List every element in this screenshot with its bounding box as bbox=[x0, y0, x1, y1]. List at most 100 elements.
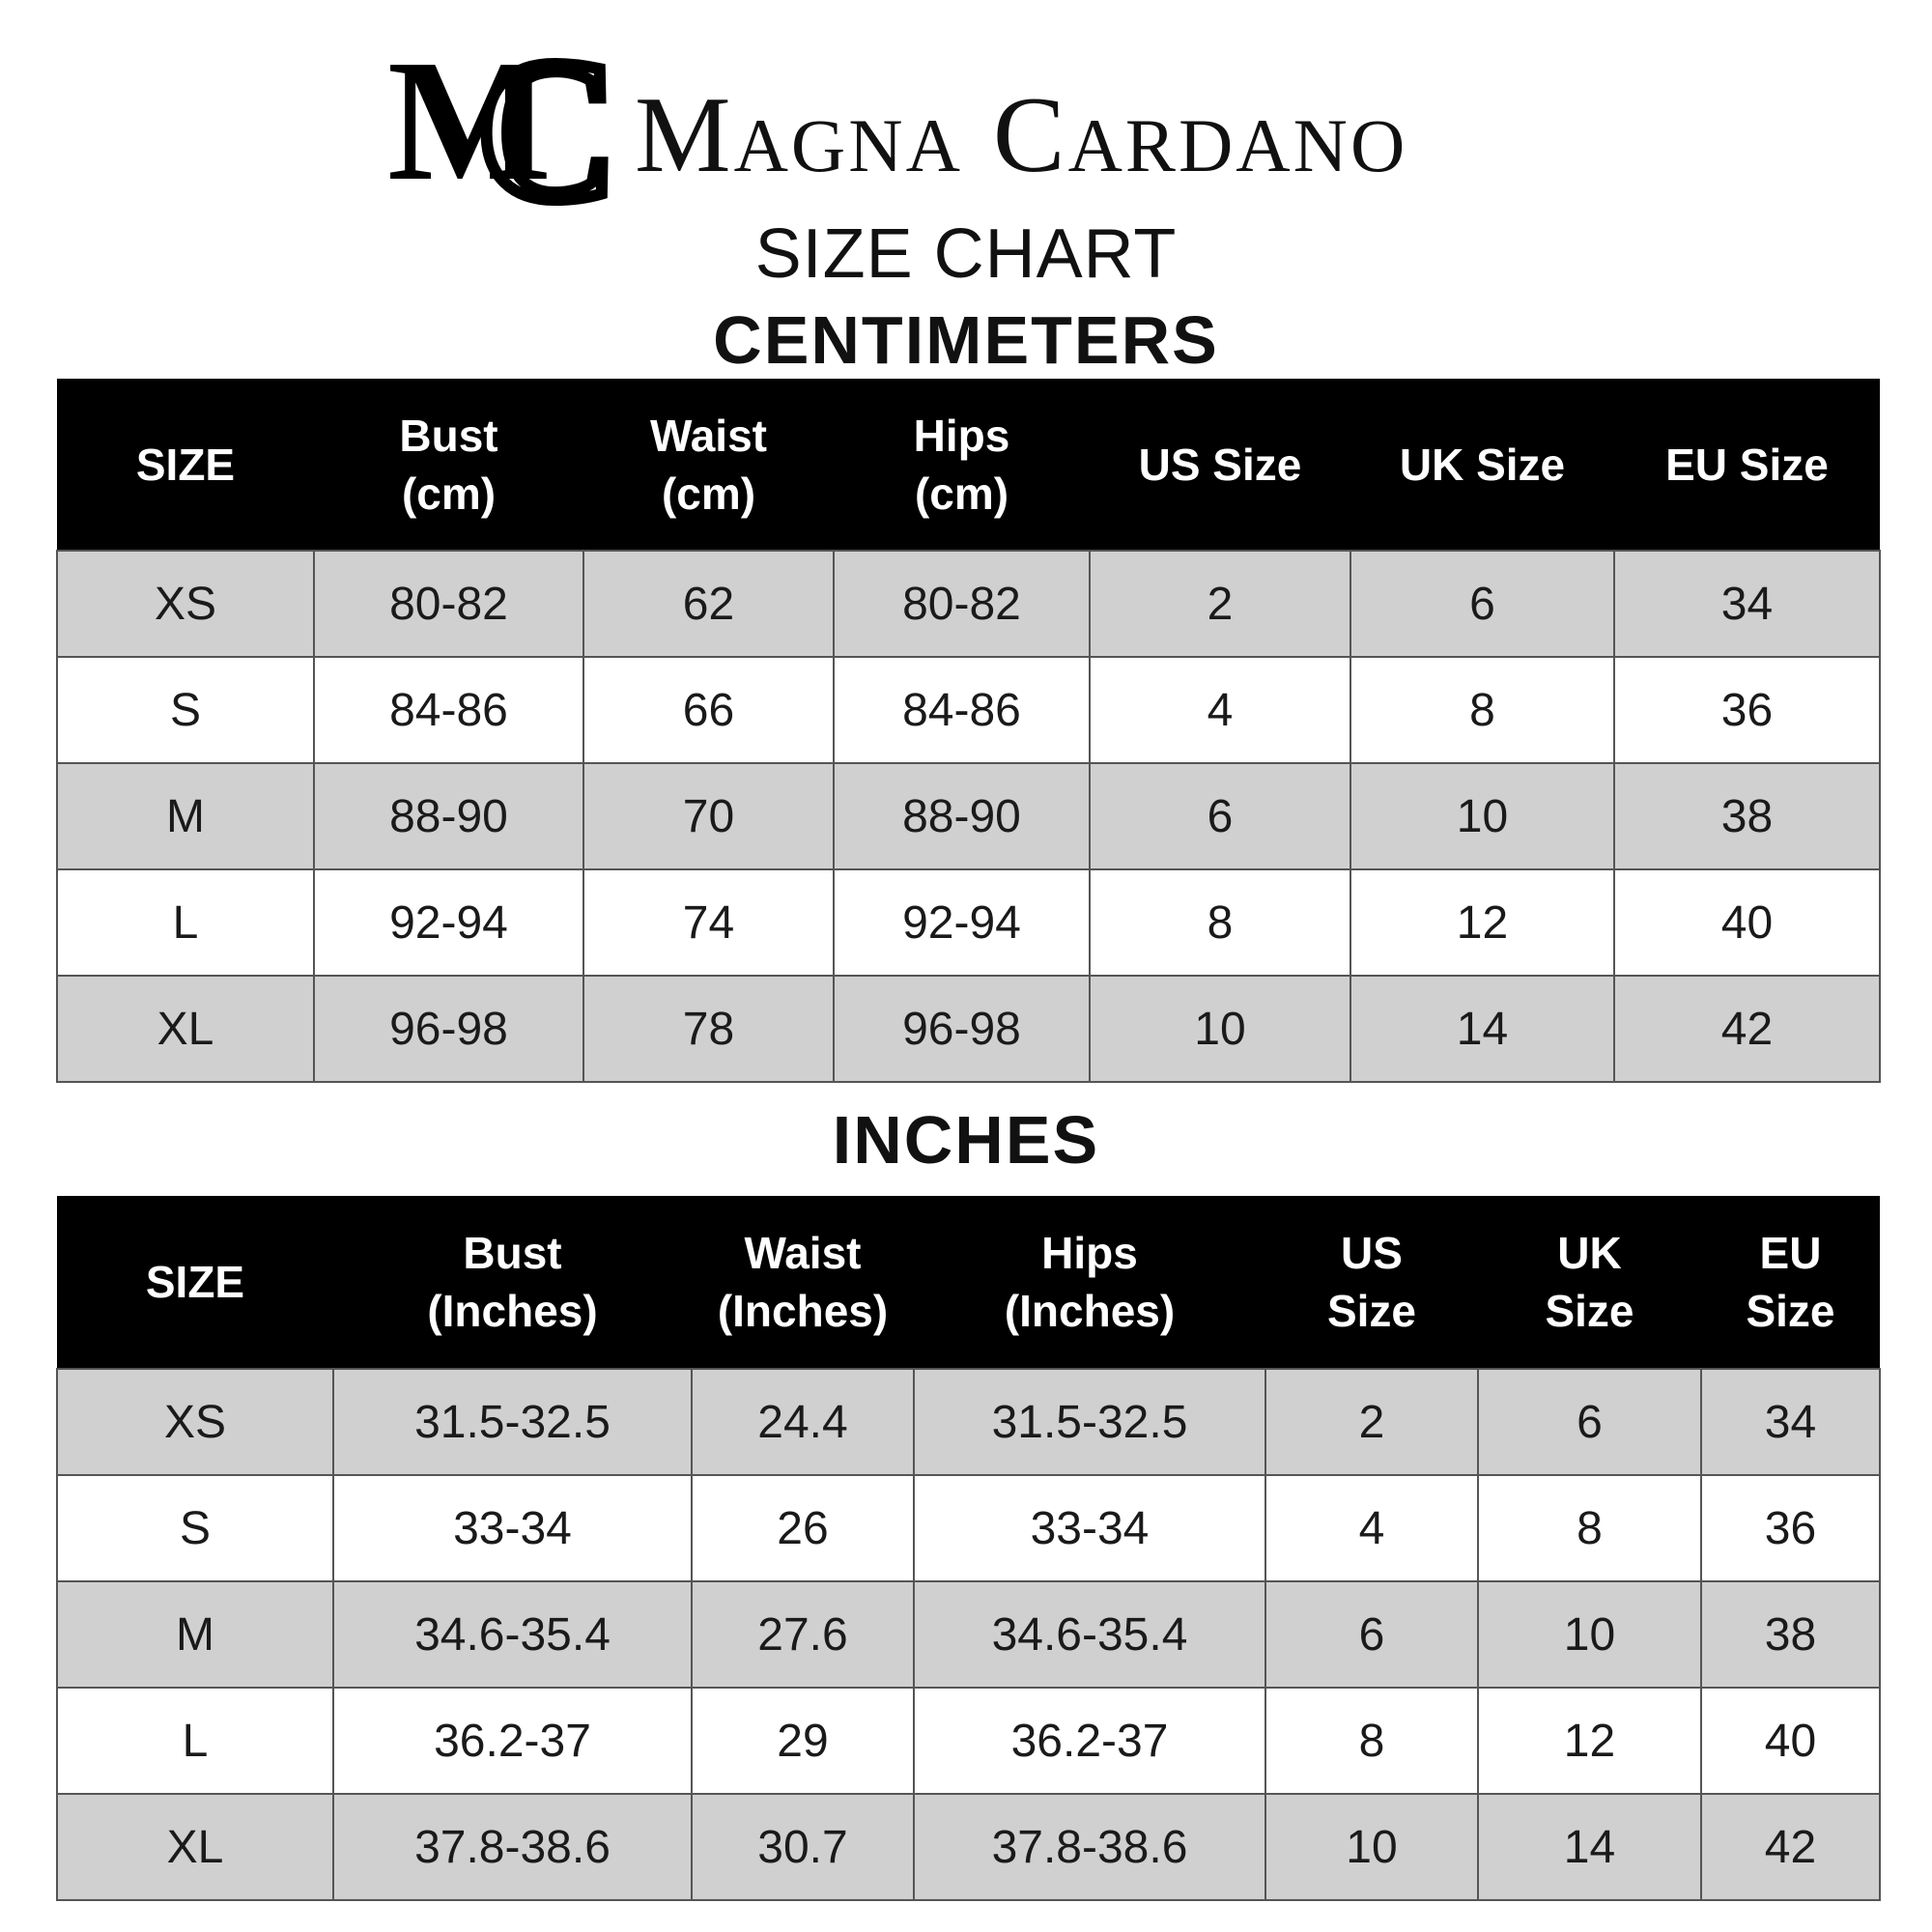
table-header-row: SIZE Bust (Inches) Waist (Inches) Hips (Inc… bbox=[57, 1196, 1880, 1369]
table-cell: 33-34 bbox=[332, 1474, 693, 1582]
table-cell: 80-82 bbox=[313, 550, 584, 658]
table-cell: 27.6 bbox=[691, 1580, 915, 1689]
table-row: L 92-94 74 92-94 8 12 40 bbox=[56, 868, 1881, 977]
table-row: L 36.2-37 29 36.2-37 8 12 40 bbox=[56, 1687, 1881, 1795]
table-cell: 37.8-38.6 bbox=[913, 1793, 1266, 1901]
table-cell: 96-98 bbox=[833, 975, 1091, 1083]
table-cell: 78 bbox=[582, 975, 835, 1083]
table-cell: 36 bbox=[1613, 656, 1881, 764]
svg-text:C: C bbox=[478, 19, 613, 213]
table-cell: 10 bbox=[1477, 1580, 1702, 1689]
table-cell: 8 bbox=[1477, 1474, 1702, 1582]
table-cell: 92-94 bbox=[833, 868, 1091, 977]
column-header: Waist (Inches) bbox=[692, 1196, 914, 1369]
table-cell: 42 bbox=[1613, 975, 1881, 1083]
table-cell: 29 bbox=[691, 1687, 915, 1795]
brand-logo: M C Magna Cardano bbox=[382, 19, 1570, 213]
table-cell: 37.8-38.6 bbox=[332, 1793, 693, 1901]
size-chart-title: SIZE CHART bbox=[754, 215, 1178, 293]
table-cell: 4 bbox=[1264, 1474, 1479, 1582]
table-row: XL 37.8-38.6 30.7 37.8-38.6 10 14 42 bbox=[56, 1793, 1881, 1901]
table-row: S 33-34 26 33-34 4 8 36 bbox=[56, 1474, 1881, 1582]
table-cell: 42 bbox=[1700, 1793, 1881, 1901]
table-cell: 84-86 bbox=[833, 656, 1091, 764]
table-cell: 31.5-32.5 bbox=[332, 1368, 693, 1476]
table-cell: 2 bbox=[1264, 1368, 1479, 1476]
table-cell: 31.5-32.5 bbox=[913, 1368, 1266, 1476]
column-header: EU Size bbox=[1701, 1196, 1880, 1369]
table-cell: 10 bbox=[1350, 762, 1615, 870]
column-header: EU Size bbox=[1614, 379, 1880, 551]
table-cell: 36.2-37 bbox=[913, 1687, 1266, 1795]
table-cell: M bbox=[56, 762, 315, 870]
table-cell: XS bbox=[56, 1368, 334, 1476]
column-header: UK Size bbox=[1478, 1196, 1701, 1369]
table-row: XS 31.5-32.5 24.4 31.5-32.5 2 6 34 bbox=[56, 1368, 1881, 1476]
table-cell: 40 bbox=[1613, 868, 1881, 977]
table-cell: 36.2-37 bbox=[332, 1687, 693, 1795]
table-cell: 8 bbox=[1350, 656, 1615, 764]
table-cell: 70 bbox=[582, 762, 835, 870]
table-cell: 36 bbox=[1700, 1474, 1881, 1582]
table-cell: 8 bbox=[1089, 868, 1351, 977]
table-cell: 34 bbox=[1613, 550, 1881, 658]
column-header: Bust (cm) bbox=[314, 379, 583, 551]
table-cell: XS bbox=[56, 550, 315, 658]
table-row: S 84-86 66 84-86 4 8 36 bbox=[56, 656, 1881, 764]
table-cell: 84-86 bbox=[313, 656, 584, 764]
table-cell: 34 bbox=[1700, 1368, 1881, 1476]
inches-heading: INCHES bbox=[832, 1102, 1100, 1178]
table-cell: 2 bbox=[1089, 550, 1351, 658]
table-cell: 38 bbox=[1613, 762, 1881, 870]
table-cell: 12 bbox=[1477, 1687, 1702, 1795]
table-row: M 88-90 70 88-90 6 10 38 bbox=[56, 762, 1881, 870]
table-cell: 34.6-35.4 bbox=[913, 1580, 1266, 1689]
table-cell: L bbox=[56, 868, 315, 977]
table-cell: 14 bbox=[1350, 975, 1615, 1083]
table-cell: 10 bbox=[1089, 975, 1351, 1083]
table-cell: 66 bbox=[582, 656, 835, 764]
table-cell: 33-34 bbox=[913, 1474, 1266, 1582]
mc-monogram-logo: M C bbox=[387, 19, 619, 213]
table-cell: 88-90 bbox=[313, 762, 584, 870]
table-cell: 6 bbox=[1089, 762, 1351, 870]
table-cell: 88-90 bbox=[833, 762, 1091, 870]
column-header: Hips (cm) bbox=[834, 379, 1090, 551]
table-cell: 38 bbox=[1700, 1580, 1881, 1689]
table-cell: 12 bbox=[1350, 868, 1615, 977]
table-cell: 30.7 bbox=[691, 1793, 915, 1901]
table-cell: 6 bbox=[1350, 550, 1615, 658]
table-cell: 8 bbox=[1264, 1687, 1479, 1795]
svg-text:M: M bbox=[387, 24, 552, 213]
table-cell: 26 bbox=[691, 1474, 915, 1582]
table-cell: 96-98 bbox=[313, 975, 584, 1083]
table-cell: 24.4 bbox=[691, 1368, 915, 1476]
table-cell: M bbox=[56, 1580, 334, 1689]
table-cell: 6 bbox=[1264, 1580, 1479, 1689]
table-row: XS 80-82 62 80-82 2 6 34 bbox=[56, 550, 1881, 658]
column-header: Waist (cm) bbox=[583, 379, 834, 551]
column-header: UK Size bbox=[1350, 379, 1614, 551]
column-header: US Size bbox=[1090, 379, 1350, 551]
table-cell: L bbox=[56, 1687, 334, 1795]
column-header: Bust (Inches) bbox=[333, 1196, 692, 1369]
centimeters-heading: CENTIMETERS bbox=[713, 302, 1219, 378]
brand-name: Magna Cardano bbox=[635, 75, 1408, 195]
table-cell: 4 bbox=[1089, 656, 1351, 764]
column-header: SIZE bbox=[57, 1196, 333, 1369]
table-cell: XL bbox=[56, 975, 315, 1083]
column-header: US Size bbox=[1265, 1196, 1478, 1369]
centimeters-table: SIZE Bust (cm) Waist (cm) Hips (cm) US Size U… bbox=[56, 379, 1881, 1083]
table-cell: XL bbox=[56, 1793, 334, 1901]
column-header: SIZE bbox=[57, 379, 314, 551]
table-cell: 34.6-35.4 bbox=[332, 1580, 693, 1689]
column-header: Hips (Inches) bbox=[914, 1196, 1265, 1369]
inches-table: SIZE Bust (Inches) Waist (Inches) Hips (Inc… bbox=[56, 1196, 1881, 1901]
table-cell: 62 bbox=[582, 550, 835, 658]
table-cell: 80-82 bbox=[833, 550, 1091, 658]
table-cell: S bbox=[56, 1474, 334, 1582]
table-row: XL 96-98 78 96-98 10 14 42 bbox=[56, 975, 1881, 1083]
table-row: M 34.6-35.4 27.6 34.6-35.4 6 10 38 bbox=[56, 1580, 1881, 1689]
table-cell: 74 bbox=[582, 868, 835, 977]
table-cell: 10 bbox=[1264, 1793, 1479, 1901]
